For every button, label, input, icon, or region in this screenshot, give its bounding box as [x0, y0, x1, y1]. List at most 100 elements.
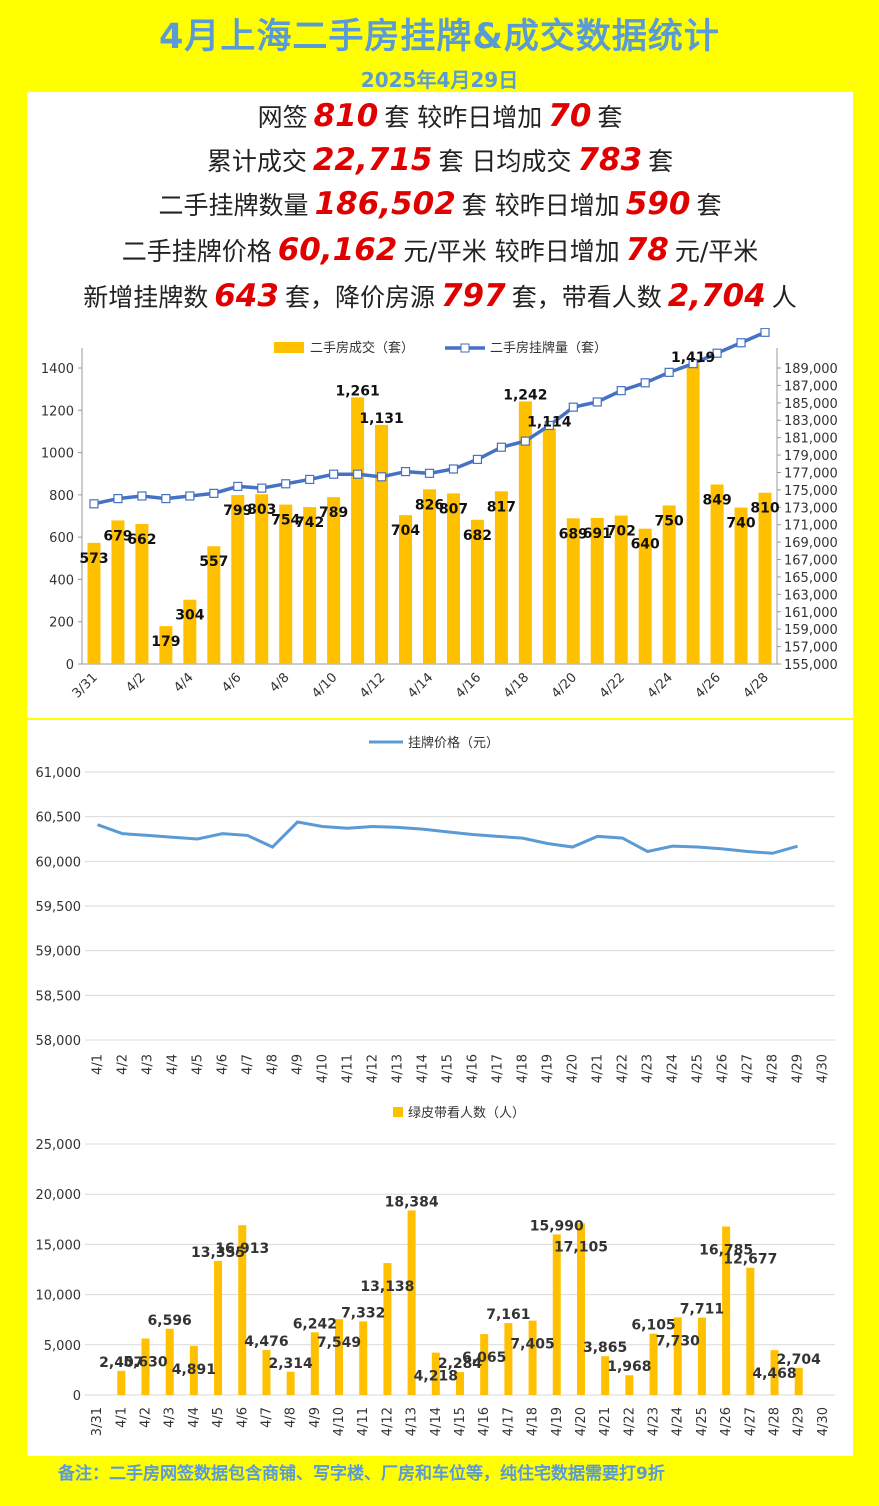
stat-label: 网签	[257, 103, 308, 132]
y-tick-label: 60,500	[36, 811, 82, 826]
x-tick-label: 4/19	[550, 1407, 565, 1436]
stat-unit: 人	[771, 283, 797, 312]
listings-point-4/10	[329, 469, 339, 479]
bar-label-4/2: 5,630	[123, 1354, 168, 1370]
bar-label-4/7: 803	[247, 502, 276, 518]
bar-label-4/22: 702	[607, 524, 636, 540]
x-tick-label: 4/28	[766, 1054, 781, 1083]
bar-4/22	[625, 1375, 634, 1395]
left-tick-label: 200	[49, 616, 74, 631]
right-tick-label: 167,000	[784, 554, 838, 569]
bar-4/8	[279, 504, 293, 664]
bar-label-4/18: 7,405	[510, 1337, 554, 1353]
x-tick-label: 4/1	[114, 1407, 129, 1428]
x-tick-label: 4/27	[741, 1054, 756, 1083]
bar-4/29	[794, 1367, 803, 1395]
bar-label-4/25: 1,419	[671, 350, 715, 366]
stat-label: 套 较昨日增加	[384, 103, 543, 132]
bar-label-4/24: 7,730	[656, 1333, 701, 1349]
stat-value: 797	[440, 278, 506, 314]
bar-label-4/26: 16,785	[699, 1242, 753, 1258]
x-tick-label: 4/24	[671, 1407, 686, 1436]
right-tick-label: 157,000	[784, 641, 838, 656]
x-tick-label: 4/14	[405, 670, 436, 701]
bar-label-4/8: 754	[271, 513, 300, 529]
stat-value: 22,715	[312, 142, 433, 178]
bar-4/8	[286, 1371, 295, 1395]
x-tick-label: 4/6	[219, 670, 244, 695]
y-tick-label: 15,000	[36, 1238, 82, 1253]
page-date: 2025年4月29日	[360, 68, 519, 92]
stat-unit: 套	[648, 147, 674, 176]
bar-label-4/10: 789	[319, 505, 348, 521]
bar-4/12	[375, 424, 389, 664]
bar-label-4/3: 6,596	[148, 1313, 192, 1329]
bar-4/10	[327, 497, 341, 664]
x-tick-label: 4/7	[259, 1407, 274, 1428]
x-tick-label: 4/21	[598, 1407, 613, 1436]
bar-4/4	[183, 599, 197, 664]
x-tick-label: 4/25	[695, 1407, 710, 1436]
bar-4/26	[710, 484, 724, 664]
legend-bar-label: 二手房成交（套）	[310, 340, 414, 356]
bar-label-4/1: 2,407	[99, 1355, 143, 1371]
x-tick-label: 4/4	[166, 1054, 181, 1075]
bar-4/25	[697, 1317, 706, 1395]
x-tick-label: 4/25	[691, 1054, 706, 1083]
stat-label: 新增挂牌数	[83, 283, 209, 312]
bar-4/28	[758, 492, 772, 664]
listings-point-4/13	[400, 467, 411, 477]
listings-point-4/12	[376, 472, 387, 482]
bar-label-4/6: 16,913	[215, 1241, 269, 1257]
legend-label: 挂牌价格（元）	[408, 735, 499, 751]
x-tick-label: 4/23	[647, 1407, 662, 1436]
stat-value: 643	[214, 278, 279, 314]
x-tick-label: 4/22	[597, 670, 628, 701]
bar-4/6	[231, 495, 245, 664]
x-tick-label: 4/4	[171, 670, 196, 695]
bar-label-4/1: 679	[103, 528, 132, 544]
x-tick-label: 4/30	[816, 1407, 831, 1436]
bar-label-4/23: 640	[631, 537, 660, 553]
x-tick-label: 4/15	[453, 1407, 468, 1436]
x-tick-label: 4/14	[429, 1407, 444, 1436]
listings-point-4/25	[688, 359, 698, 369]
listings-point-4/18	[520, 436, 530, 446]
bar-label-4/11: 1,261	[335, 383, 379, 399]
x-tick-label: 4/19	[541, 1054, 556, 1083]
right-tick-label: 177,000	[784, 466, 838, 481]
y-tick-label: 60,000	[36, 855, 82, 870]
x-tick-label: 4/17	[501, 1407, 516, 1436]
bar-label-4/18: 1,242	[503, 387, 547, 403]
y-tick-label: 20,000	[36, 1188, 82, 1203]
bar-4/23	[649, 1333, 658, 1395]
x-tick-label: 4/22	[616, 1054, 631, 1083]
x-tick-label: 4/17	[491, 1054, 506, 1083]
bar-4/6	[238, 1225, 247, 1395]
bar-4/24	[673, 1317, 682, 1395]
listings-point-4/16	[472, 454, 483, 465]
bar-4/14	[423, 489, 436, 664]
x-tick-label: 4/13	[391, 1054, 406, 1083]
bar-4/3	[159, 626, 173, 664]
price-line	[96, 820, 798, 855]
bar-4/13	[407, 1210, 416, 1395]
bar-4/16	[470, 519, 484, 664]
bar-label-4/12: 1,131	[359, 411, 403, 427]
legend-line-label: 二手房挂牌量（套）	[490, 340, 607, 356]
x-tick-label: 4/16	[453, 670, 484, 701]
stat-value: 78	[625, 232, 669, 268]
stat-value: 590	[625, 186, 691, 222]
bar-label-4/6: 799	[223, 503, 252, 519]
x-tick-label: 4/11	[341, 1054, 356, 1083]
x-tick-label: 4/18	[501, 670, 532, 701]
x-tick-label: 4/18	[516, 1054, 531, 1083]
bar-label-4/23: 6,105	[631, 1318, 675, 1334]
x-tick-label: 4/2	[123, 670, 148, 695]
stat-value: 810	[313, 98, 379, 134]
bar-4/9	[303, 507, 317, 664]
listings-point-4/20	[568, 402, 578, 412]
footer-note: 备注：二手房网签数据包含商铺、写字楼、厂房和车位等，纯住宅数据需要打9折	[58, 1464, 665, 1484]
bar-label-4/20: 17,105	[554, 1239, 608, 1255]
chart-listing-price: 58,000 58,500 59,000 59,500 60,000 60,500 61,0…	[27, 720, 853, 1090]
